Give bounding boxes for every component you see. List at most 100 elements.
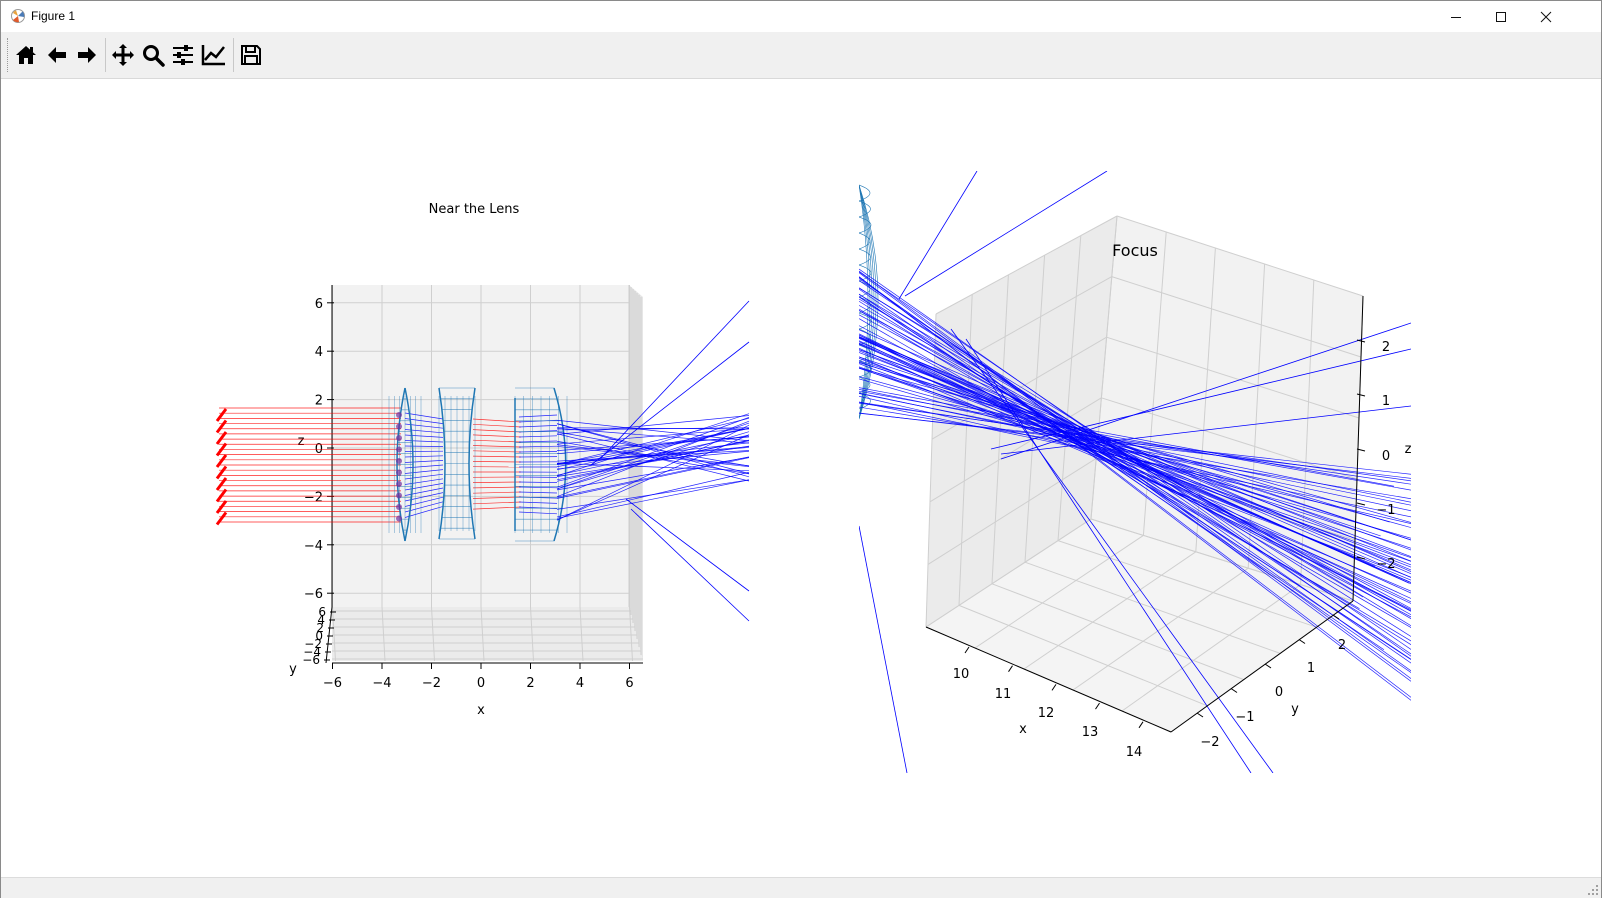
y-tick-label: −2 (304, 637, 322, 651)
x-axis-label: x (1019, 722, 1027, 737)
resize-grip-icon[interactable] (1587, 884, 1599, 896)
refracted-ray (404, 464, 444, 469)
lens-mesh-line (859, 184, 871, 420)
lens-mesh-line (859, 248, 871, 266)
refracted-ray (404, 501, 444, 513)
close-button[interactable] (1523, 1, 1569, 32)
ray-source (215, 488, 228, 503)
ray-source (215, 431, 228, 445)
ray-lens-hit (396, 469, 402, 476)
z-tick-label: 0 (1382, 449, 1390, 464)
y-tick-label: −1 (1235, 710, 1254, 725)
interlens-ray (472, 423, 522, 428)
interlens-ray (472, 506, 522, 510)
focus-ray (859, 401, 1411, 518)
focus-ray (859, 333, 1411, 603)
outgoing-ray (556, 415, 750, 435)
floor-pane (332, 607, 643, 661)
grid-line (1090, 518, 1354, 602)
grid-line (1090, 215, 1118, 520)
grid-line (431, 606, 435, 662)
save-button[interactable] (236, 40, 266, 70)
focus-ray (859, 268, 1411, 657)
x-tick-label: −4 (372, 676, 391, 691)
z-tick-label: −2 (304, 490, 323, 505)
back-button[interactable] (42, 40, 72, 70)
toolbar-grip[interactable] (7, 38, 11, 72)
refracted-ray (518, 481, 558, 483)
ray-lens-hit (396, 515, 402, 522)
focus-ray (859, 387, 1395, 487)
tick-mark (1356, 502, 1366, 506)
refracted-ray (518, 435, 558, 438)
x-tick-label: 11 (995, 687, 1012, 702)
edit-axes-button[interactable] (199, 40, 229, 70)
grid-line (1023, 551, 1197, 670)
outgoing-ray (556, 439, 750, 482)
focus-plot-area (859, 171, 1411, 773)
focus-ray (859, 270, 1411, 679)
minimize-button[interactable] (1433, 1, 1479, 32)
outgoing-ray (556, 417, 750, 465)
minimize-icon (1451, 16, 1461, 18)
configure-subplots-button[interactable] (168, 40, 198, 70)
focus-ray (859, 338, 1411, 575)
floor-pane (926, 519, 1353, 732)
refracted-ray (518, 501, 558, 504)
grid-line (1024, 561, 1281, 654)
zoom-button[interactable] (138, 40, 168, 70)
title-bar[interactable]: Figure 1 (1, 1, 1601, 32)
z-axis-line (1352, 295, 1364, 602)
refracted-ray (404, 473, 444, 480)
z-axis-label: z (1405, 442, 1412, 457)
focus-ray (859, 337, 1411, 585)
focus-ray (859, 366, 1411, 559)
x-axis-label: x (477, 703, 485, 718)
focus-ray (859, 356, 1411, 541)
grid-line (1057, 540, 1317, 628)
grid-line (1247, 263, 1266, 569)
focus-ray (859, 390, 1411, 491)
z-axis-label: z (298, 434, 305, 449)
lens-edge (396, 387, 406, 542)
interlens-ray (472, 439, 522, 443)
ray-source (215, 419, 228, 434)
x-tick-label: −6 (323, 676, 342, 691)
focus-ray (859, 310, 1411, 642)
outgoing-ray (556, 423, 750, 478)
refracted-ray (404, 506, 444, 518)
maximize-icon (1496, 11, 1506, 22)
outgoing-ray (556, 417, 750, 488)
stray-ray (1000, 322, 1411, 460)
outgoing-ray (556, 450, 750, 462)
chart-line-icon (201, 45, 225, 66)
window-title: Figure 1 (31, 9, 76, 23)
x-tick-label: −2 (422, 676, 441, 691)
y-tick-label: 6 (318, 605, 326, 619)
y-tick-label: 2 (1338, 638, 1346, 653)
zoom-icon (143, 45, 165, 67)
focus-ray (859, 277, 1411, 672)
save-icon (241, 45, 261, 65)
pan-button[interactable] (108, 40, 138, 70)
stray-ray (590, 341, 750, 466)
focus-ray (859, 308, 1411, 628)
figure-canvas[interactable]: Near the Lens 6 4 2 0 −2 −4 −6 z −6 −4 −2 0 2 4 6 x −6 −4−… (1, 79, 1601, 875)
refracted-ray (518, 486, 558, 489)
home-icon (16, 46, 36, 64)
refracted-ray (404, 460, 444, 463)
y-tick-label: 1 (1307, 661, 1315, 676)
y-tick-label: −6 (302, 653, 320, 667)
x-tick-label: 10 (953, 667, 970, 682)
home-button[interactable] (11, 40, 41, 70)
forward-button[interactable] (72, 40, 102, 70)
refracted-ray (518, 511, 558, 515)
maximize-button[interactable] (1478, 1, 1524, 32)
tick-mark (1298, 639, 1306, 644)
y-tick-label: −4 (303, 645, 321, 659)
plot-title: Focus (1112, 241, 1158, 260)
grid-line (1072, 567, 1249, 691)
